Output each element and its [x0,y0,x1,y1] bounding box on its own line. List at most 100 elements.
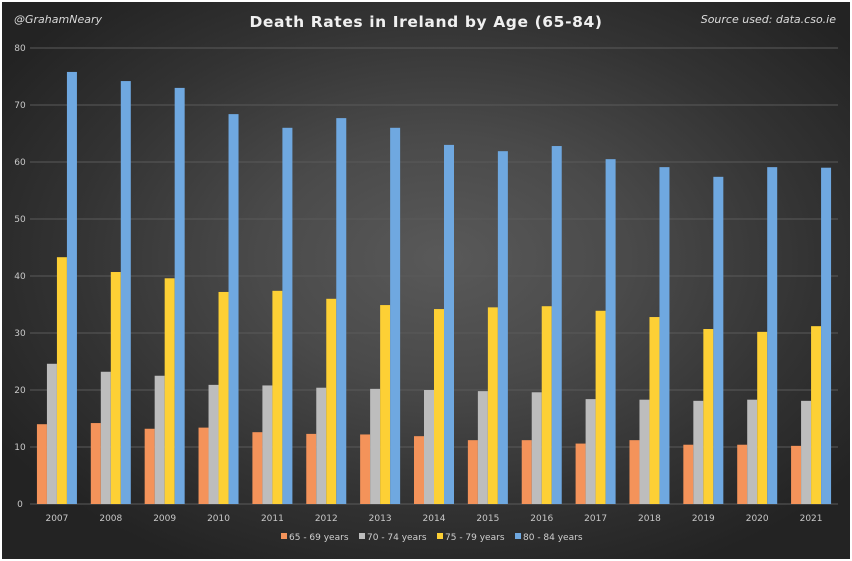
bar-75-79years-2010 [218,291,229,504]
bar-70-74years-2016 [531,392,542,504]
bar-80-84years-2018 [659,167,670,504]
bar-65-69years-2012 [306,433,317,504]
bar-70-74years-2009 [154,375,165,504]
legend-swatch [515,533,521,539]
bar-70-74years-2015 [477,391,488,504]
bar-70-74years-2019 [693,400,704,504]
bar-65-69years-2014 [414,436,424,504]
x-tick-label: 2020 [746,514,769,524]
bar-75-79years-2007 [56,257,67,504]
x-tick-label: 2017 [584,514,607,524]
bar-70-74years-2014 [424,390,434,504]
bar-70-74years-2008 [100,371,111,504]
bar-65-69years-2017 [575,443,586,504]
bar-65-69years-2015 [467,440,478,504]
bars [36,71,832,505]
bar-80-84years-2007 [66,71,77,504]
bar-80-84years-2013 [390,127,401,505]
bar-80-84years-2010 [228,114,239,505]
x-tick-label: 2014 [423,514,446,524]
bar-75-79years-2017 [595,310,606,504]
legend-swatch [359,533,365,539]
legend-label: 70 - 74 years [367,533,427,543]
bar-80-84years-2019 [713,176,724,504]
bar-65-69years-2010 [198,427,209,504]
y-tick-label: 80 [14,44,26,54]
bar-75-79years-2014 [434,309,444,504]
x-tick-label: 2012 [315,514,338,524]
legend: 65 - 69 years 70 - 74 years 75 - 79 years 8… [281,533,583,543]
bar-75-79years-2012 [326,298,337,504]
bar-75-79years-2015 [487,307,498,504]
bar-65-69years-2019 [683,444,694,504]
x-tick-label: 2021 [800,514,823,524]
y-tick-label: 10 [14,443,26,453]
bar-80-84years-2020 [767,167,778,504]
x-tick-label: 2007 [45,514,68,524]
bar-75-79years-2018 [649,317,660,504]
bar-70-74years-2017 [585,399,596,504]
bar-80-84years-2017 [605,159,616,504]
bar-80-84years-2015 [497,151,508,505]
bar-65-69years-2013 [360,434,371,504]
x-tick-label: 2009 [153,514,176,524]
chart-title: Death Rates in Ireland by Age (65-84) [249,13,603,31]
author-handle: @GrahamNeary [14,13,102,26]
y-tick-label: 20 [14,386,26,396]
y-tick-label: 60 [14,158,26,168]
legend-label: 65 - 69 years [289,533,349,543]
bar-65-69years-2009 [144,428,155,504]
y-tick-label: 70 [14,101,26,111]
bar-80-84years-2021 [821,167,832,504]
legend-swatch [281,533,287,539]
bar-80-84years-2008 [120,81,131,504]
x-tick-label: 2016 [530,514,553,524]
bar-75-79years-2021 [811,326,822,504]
bar-75-79years-2009 [164,278,175,504]
y-tick-label: 40 [14,272,26,282]
bar-65-69years-2011 [252,432,263,504]
x-tick-label: 2010 [207,514,230,524]
bar-75-79years-2016 [541,306,552,504]
y-tick-label: 50 [14,215,26,225]
bar-70-74years-2020 [747,399,758,504]
legend-label: 80 - 84 years [523,533,583,543]
x-tick-label: 2011 [261,514,284,524]
bar-70-74years-2021 [801,400,812,504]
bar-70-74years-2012 [316,387,327,504]
bar-80-84years-2016 [551,146,562,505]
y-tick-label: 30 [14,329,26,339]
bar-65-69years-2021 [791,445,802,504]
bar-65-69years-2016 [521,440,532,504]
bar-80-84years-2011 [282,127,293,505]
bar-80-84years-2012 [336,118,347,505]
bar-70-74years-2013 [370,388,381,504]
bar-70-74years-2007 [46,363,57,504]
bar-75-79years-2020 [757,331,768,504]
bar-65-69years-2008 [90,423,101,504]
x-tick-label: 2015 [476,514,499,524]
y-axis-ticks: 0 10 20 30 40 50 60 70 80 [14,44,26,510]
bar-75-79years-2008 [110,272,121,504]
bar-70-74years-2018 [639,399,650,504]
legend-swatch [437,533,443,539]
x-axis-ticks: 2007 2008 2009 2010 2011 2012 2013 2014 2015 2016… [45,514,822,524]
bar-70-74years-2011 [262,385,273,504]
bar-75-79years-2019 [703,329,714,504]
bar-70-74years-2010 [208,384,219,504]
bar-65-69years-2007 [36,424,47,504]
source-note: Source used: data.cso.ie [700,13,836,26]
bar-80-84years-2009 [174,87,185,505]
x-tick-label: 2018 [638,514,661,524]
x-tick-label: 2013 [369,514,392,524]
bar-80-84years-2014 [444,144,454,504]
bar-75-79years-2011 [272,290,283,504]
x-tick-label: 2008 [99,514,122,524]
bar-65-69years-2018 [629,440,640,504]
legend-label: 75 - 79 years [445,533,505,543]
x-tick-label: 2019 [692,514,715,524]
y-tick-label: 0 [17,500,23,510]
bar-65-69years-2020 [737,444,748,504]
